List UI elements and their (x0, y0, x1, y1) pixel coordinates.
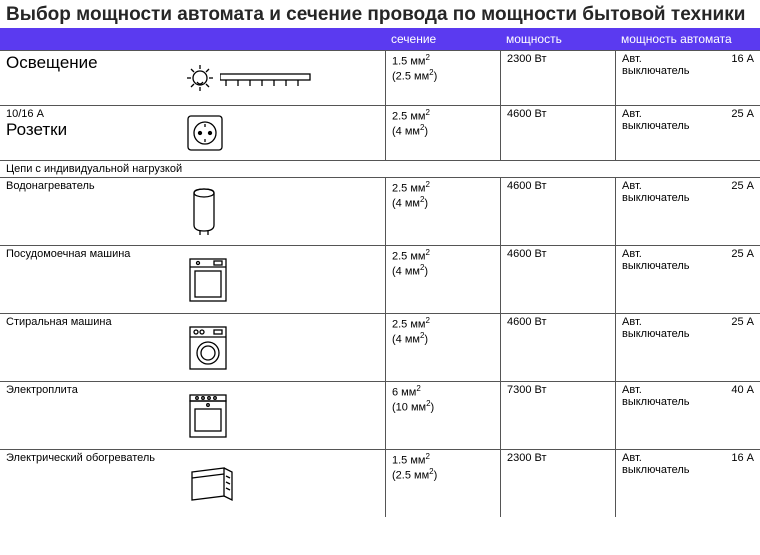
cell-amps: 16 А (715, 51, 760, 105)
col-breaker-power: мощность автомата (615, 30, 760, 48)
table-row: Электроплита 6 мм2(10 мм2)7300 ВтАвт. вык… (0, 381, 760, 449)
cell-section: 6 мм2(10 мм2) (385, 382, 500, 449)
cell-section: 1.5 мм2(2.5 мм2) (385, 450, 500, 517)
section-header: Цепи с индивидуальной нагрузкой (0, 160, 760, 177)
table-row: Водонагреватель 2.5 мм2(4 мм2)4600 ВтАвт.… (0, 177, 760, 245)
cell-amps: 25 А (715, 314, 760, 381)
cell-section: 2.5 мм2(4 мм2) (385, 246, 500, 313)
cell-section: 1.5 мм2(2.5 мм2) (385, 51, 500, 105)
cell-amps: 25 А (715, 106, 760, 160)
cell-power: 2300 Вт (500, 450, 615, 517)
cell-section: 2.5 мм2(4 мм2) (385, 178, 500, 245)
table-row: 10/16 АРозетки 2.5 мм2(4 мм2)4600 ВтАвт. … (0, 105, 760, 160)
row-label: Посудомоечная машина (0, 246, 180, 313)
page-title: Выбор мощности автомата и сечение провод… (0, 0, 760, 28)
row-label: Водонагреватель (0, 178, 180, 245)
cell-breaker-type: Авт. выключатель (615, 178, 715, 245)
column-headers: сечение мощность мощность автомата (0, 28, 760, 50)
row-label: Электрический обогреватель (0, 450, 180, 517)
cell-amps: 25 А (715, 246, 760, 313)
table-row: Электрический обогреватель 1.5 мм2(2.5 мм… (0, 449, 760, 517)
cell-breaker-type: Авт. выключатель (615, 450, 715, 517)
socket-icon (180, 106, 385, 160)
cell-power: 4600 Вт (500, 246, 615, 313)
row-label: 10/16 АРозетки (0, 106, 180, 160)
cell-power: 4600 Вт (500, 106, 615, 160)
cell-amps: 25 А (715, 178, 760, 245)
lamp-icon (180, 51, 385, 105)
cell-breaker-type: Авт. выключатель (615, 246, 715, 313)
cell-power: 4600 Вт (500, 314, 615, 381)
cell-breaker-type: Авт. выключатель (615, 382, 715, 449)
boiler-icon (180, 178, 385, 245)
stove-icon (180, 382, 385, 449)
row-label: Стиральная машина (0, 314, 180, 381)
table-row: Освещение 1.5 мм2(2.5 мм2)2300 ВтАвт. вык… (0, 50, 760, 105)
cell-section: 2.5 мм2(4 мм2) (385, 106, 500, 160)
cell-power: 2300 Вт (500, 51, 615, 105)
cell-power: 4600 Вт (500, 178, 615, 245)
washer-icon (180, 314, 385, 381)
row-label: Электроплита (0, 382, 180, 449)
cell-breaker-type: Авт. выключатель (615, 314, 715, 381)
table-row: Посудомоечная машина 2.5 мм2(4 мм2)4600 В… (0, 245, 760, 313)
cell-amps: 40 А (715, 382, 760, 449)
heater-icon (180, 450, 385, 517)
row-label: Освещение (0, 51, 180, 105)
col-section: сечение (385, 30, 500, 48)
cell-section: 2.5 мм2(4 мм2) (385, 314, 500, 381)
table-row: Стиральная машина 2.5 мм2(4 мм2)4600 ВтАв… (0, 313, 760, 381)
cell-breaker-type: Авт. выключатель (615, 106, 715, 160)
col-power: мощность (500, 30, 615, 48)
dishwasher-icon (180, 246, 385, 313)
cell-amps: 16 А (715, 450, 760, 517)
cell-power: 7300 Вт (500, 382, 615, 449)
cell-breaker-type: Авт. выключатель (615, 51, 715, 105)
